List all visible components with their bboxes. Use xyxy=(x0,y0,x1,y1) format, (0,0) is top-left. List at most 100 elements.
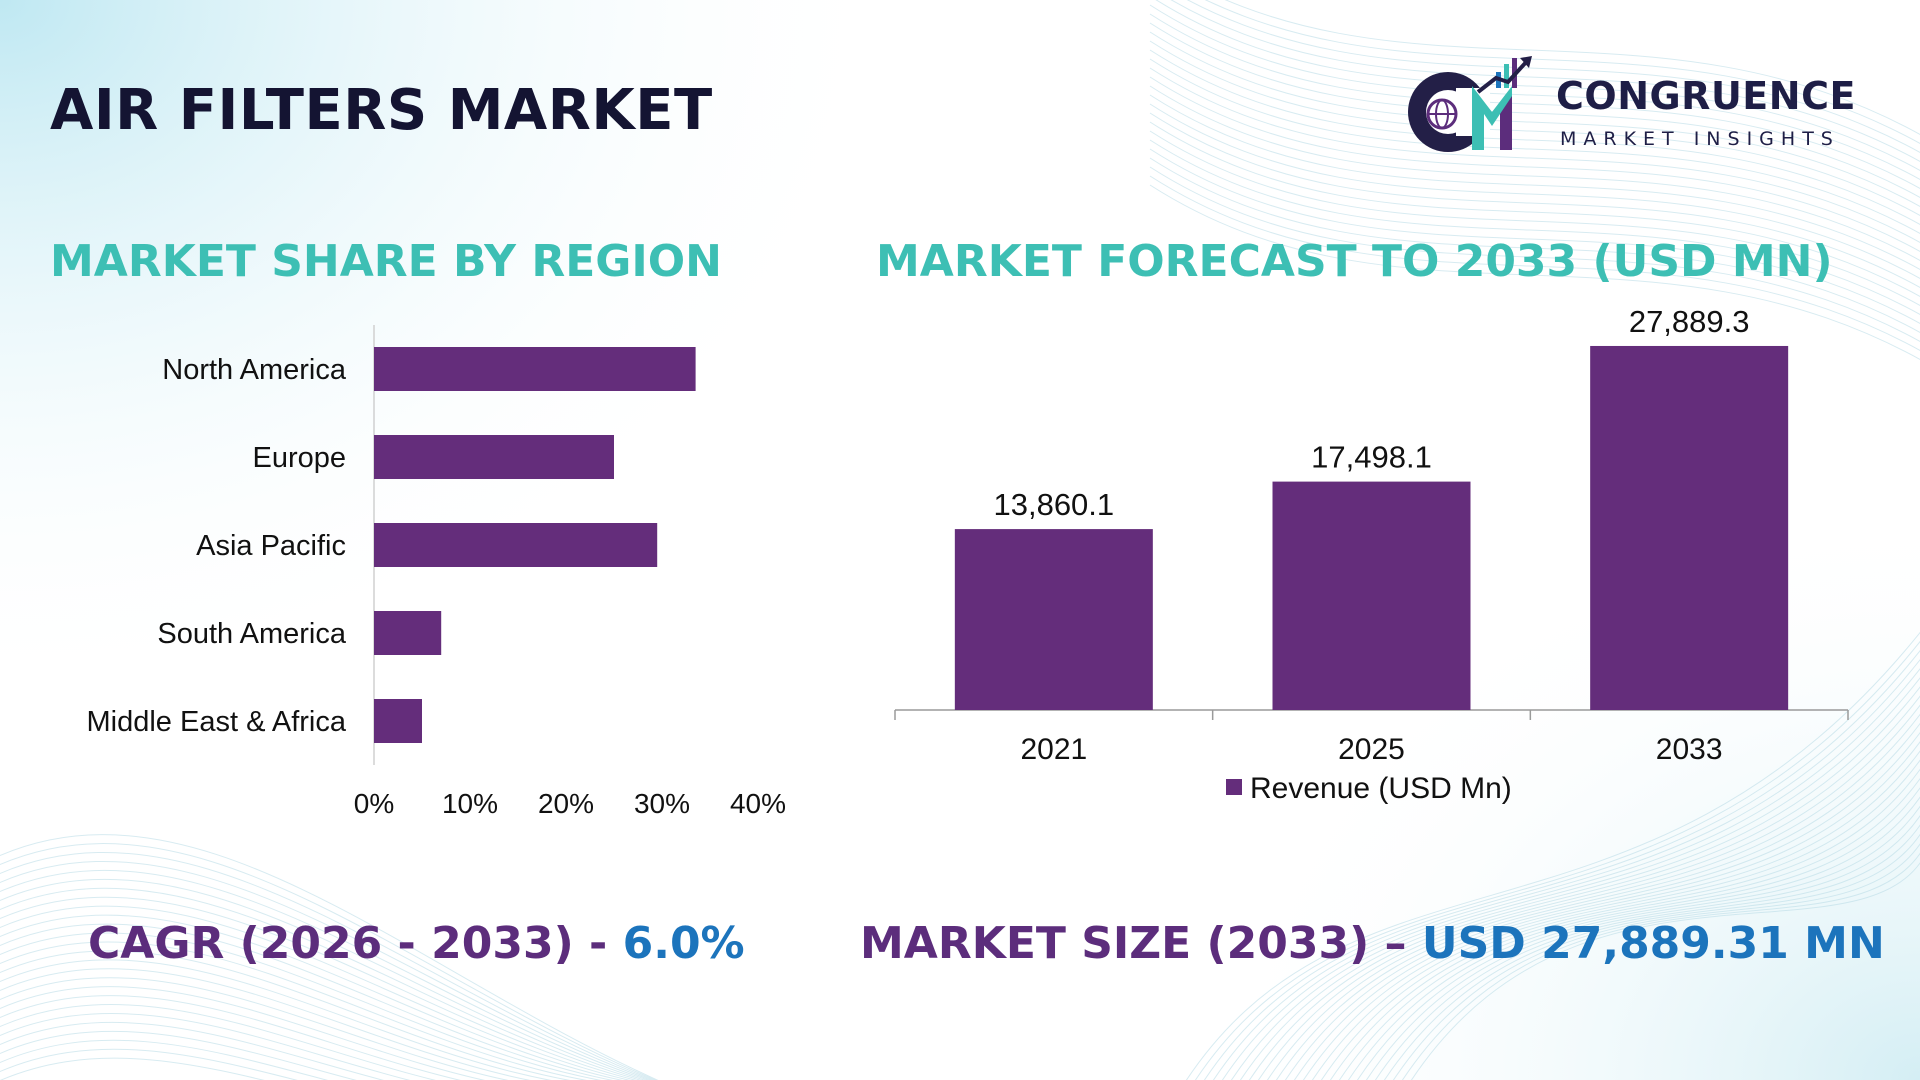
region-label: North America xyxy=(162,354,347,386)
market-size-value: USD 27,889.31 MN xyxy=(1421,918,1885,969)
wave-line xyxy=(1339,786,1920,1080)
wave-line xyxy=(0,1022,385,1080)
wave-line xyxy=(1240,686,1920,1080)
wave-line xyxy=(0,860,653,1080)
wave-line xyxy=(1224,0,1920,136)
wave-line xyxy=(1195,640,1920,1080)
wave-line xyxy=(1348,796,1920,1080)
wave-line xyxy=(0,896,638,1080)
wave-line xyxy=(1187,0,1920,154)
wave-line xyxy=(1149,130,1920,307)
wave-line xyxy=(0,968,531,1080)
region-bar xyxy=(374,523,658,567)
bar-value-label: 13,860.1 xyxy=(993,487,1114,522)
region-label: South America xyxy=(157,618,346,650)
wave-line xyxy=(1366,814,1920,1080)
wave-line xyxy=(1357,805,1920,1080)
wave-line xyxy=(1249,695,1920,1080)
wave-line xyxy=(1393,843,1920,1080)
wave-line xyxy=(0,986,486,1080)
wave-line xyxy=(0,834,659,1080)
wave-line xyxy=(0,977,509,1080)
x-tick-label: 30% xyxy=(634,788,690,819)
wave-line xyxy=(1330,777,1920,1080)
wave-line xyxy=(1384,833,1920,1080)
x-tick-label: 20% xyxy=(538,788,594,819)
wave-line xyxy=(1312,759,1920,1080)
market-size-label: MARKET SIZE (2033) – xyxy=(860,918,1422,969)
brand-logo: CONGRUENCE MARKET INSIGHTS xyxy=(1400,52,1880,162)
wave-line xyxy=(1149,22,1920,199)
wave-line xyxy=(1411,861,1920,1080)
cagr-summary: CAGR (2026 - 2033) - 6.0% xyxy=(88,918,745,969)
wave-line xyxy=(1149,85,1920,262)
wave-line xyxy=(0,914,623,1080)
wave-line xyxy=(1258,704,1920,1080)
x-tick-label: 10% xyxy=(442,788,498,819)
wave-line xyxy=(0,869,650,1080)
wave-line xyxy=(0,905,631,1080)
legend-swatch xyxy=(1226,779,1242,795)
x-tick-label: 0% xyxy=(354,788,394,819)
region-share-chart: North America Europe Asia Pacific South Ame… xyxy=(87,325,786,819)
wave-line xyxy=(1267,713,1920,1080)
region-bar xyxy=(374,699,422,743)
wave-line xyxy=(1155,0,1920,172)
wave-line xyxy=(1375,824,1920,1080)
bar-value-label: 17,498.1 xyxy=(1311,440,1432,475)
x-category-label: 2025 xyxy=(1338,733,1405,766)
wave-line xyxy=(1149,121,1920,298)
wave-line xyxy=(1149,31,1920,208)
wave-line xyxy=(0,1057,265,1080)
legend-label: Revenue (USD Mn) xyxy=(1250,772,1512,805)
market-forecast-chart: 13,860.1 2021 17,498.1 2025 27,889.3 2033 Reve… xyxy=(894,304,1849,805)
wave-line xyxy=(0,941,588,1080)
wave-line xyxy=(1149,40,1920,217)
wave-line xyxy=(1149,166,1920,343)
x-category-label: 2033 xyxy=(1656,733,1723,766)
wave-line xyxy=(1170,0,1920,163)
wave-line xyxy=(0,932,601,1080)
wave-line xyxy=(1149,94,1920,271)
wave-line xyxy=(0,1030,357,1080)
x-category-label: 2021 xyxy=(1020,733,1087,766)
page-title: AIR FILTERS MARKET xyxy=(50,78,713,143)
wave-line xyxy=(1149,49,1920,226)
region-label: Asia Pacific xyxy=(196,530,346,562)
wave-line xyxy=(0,995,462,1080)
cagr-label: CAGR (2026 - 2033) - xyxy=(88,918,623,969)
wave-line xyxy=(1149,148,1920,325)
region-chart-title: MARKET SHARE BY REGION xyxy=(50,236,722,287)
wave-line xyxy=(1149,103,1920,280)
wave-line xyxy=(0,878,647,1080)
cagr-value: 6.0% xyxy=(622,918,745,969)
wave-line xyxy=(1303,749,1920,1080)
region-bar xyxy=(374,347,696,391)
wave-line xyxy=(1321,768,1920,1080)
wave-line xyxy=(1149,4,1920,181)
wave-line xyxy=(1149,13,1920,190)
wave-line xyxy=(0,1039,329,1080)
wave-line xyxy=(1149,184,1920,361)
region-label: Europe xyxy=(252,442,346,474)
wave-line xyxy=(1186,631,1920,1080)
wave-line xyxy=(1149,58,1920,235)
wave-line xyxy=(0,887,643,1080)
wave-line xyxy=(1402,852,1920,1080)
wave-line xyxy=(1294,740,1920,1080)
wave-line xyxy=(0,1013,411,1080)
wave-line xyxy=(0,843,657,1080)
x-tick-label: 40% xyxy=(730,788,786,819)
wave-line xyxy=(0,950,571,1080)
wave-line xyxy=(1149,157,1920,334)
wave-line xyxy=(1149,175,1920,352)
region-label: Middle East & Africa xyxy=(87,706,347,738)
wave-line xyxy=(1149,112,1920,289)
wave-line xyxy=(1149,67,1920,244)
forecast-bar xyxy=(1590,345,1789,710)
wave-line xyxy=(1204,649,1920,1080)
wave-line xyxy=(0,852,655,1080)
wave-line xyxy=(1222,667,1920,1080)
wave-line xyxy=(0,1048,298,1080)
forecast-bar xyxy=(954,529,1153,710)
